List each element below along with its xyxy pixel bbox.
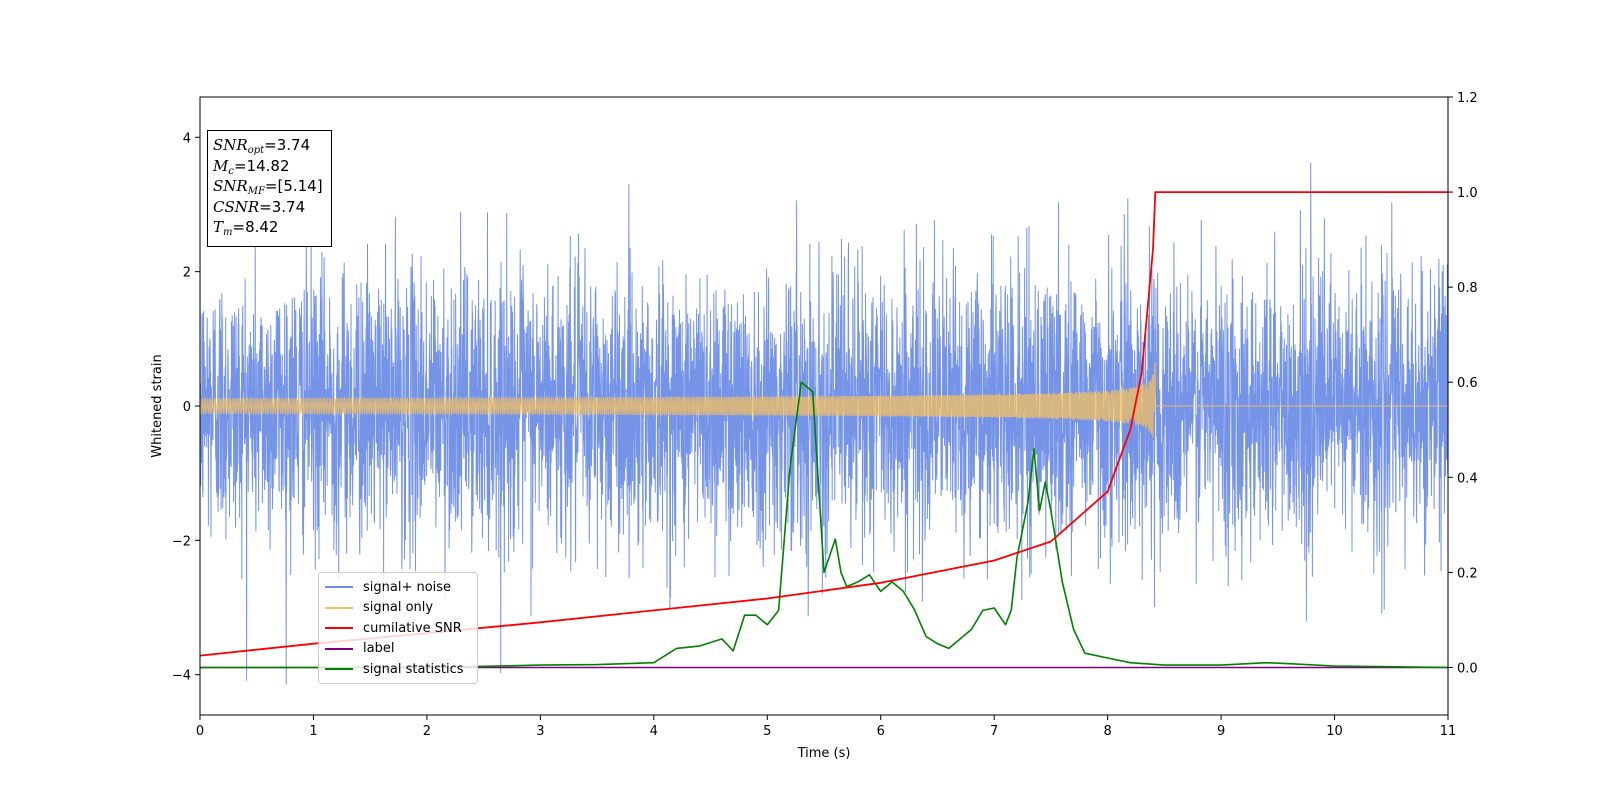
y2-tick-label: 0.4: [1457, 471, 1478, 486]
signal-only-line: [200, 362, 1448, 438]
legend-label: signal only: [363, 600, 434, 616]
legend-swatch-signal-only: [325, 606, 353, 609]
cumulative-snr-line: [200, 191, 1448, 657]
x-tick-label: 3: [536, 724, 544, 739]
x-tick-label: 1: [309, 724, 317, 739]
annotation-tm: Tm=8.42: [213, 218, 279, 238]
y-tick-label: 4: [183, 131, 191, 146]
signal-noise-line: [200, 162, 1448, 685]
y2-tick-label: 0.6: [1457, 376, 1478, 391]
series-signal-statistics: [200, 381, 1448, 669]
legend-label: signal+ noise: [363, 579, 452, 595]
legend-label: label: [363, 641, 395, 657]
legend-item-signal-noise: signal+ noise: [325, 577, 471, 598]
legend-item-signal-statistics: signal statistics: [325, 659, 471, 680]
y2-tick-label: 0.8: [1457, 281, 1478, 296]
x-axis: 0 1 2 3 4 5 6 7 8 9 10 11: [196, 715, 1456, 739]
x-tick-label: 11: [1440, 724, 1457, 739]
legend-label: signal statistics: [363, 661, 464, 677]
legend-swatch-label: [325, 647, 353, 650]
x-tick-label: 4: [650, 724, 658, 739]
legend-label: cumilative SNR: [363, 620, 462, 636]
annotation-snr-opt: SNRopt=3.74: [213, 136, 311, 156]
y2-tick-label: 1.0: [1457, 186, 1478, 201]
legend-item-label: label: [325, 639, 471, 660]
legend-swatch-signal-statistics: [325, 668, 353, 671]
x-tick-label: 5: [763, 724, 771, 739]
y-axis-right: 0.0 0.2 0.4 0.6 0.8 1.0 1.2: [1448, 91, 1478, 676]
annotation-snr-mf: SNRMF=[5.14]: [213, 177, 323, 197]
legend-item-cumulative-snr: cumilative SNR: [325, 618, 471, 639]
x-tick-label: 0: [196, 724, 204, 739]
series-signal-only: [200, 362, 1448, 438]
legend: signal+ noise signal only cumilative SNR…: [318, 572, 478, 684]
legend-swatch-signal-noise: [325, 586, 353, 589]
y2-tick-label: 1.2: [1457, 91, 1478, 106]
y-tick-label: 2: [183, 266, 191, 281]
x-tick-label: 2: [423, 724, 431, 739]
x-tick-label: 6: [877, 724, 885, 739]
annotation-box: SNRopt=3.74 Mc=14.82 SNRMF=[5.14] CSNR=3…: [207, 130, 332, 247]
x-tick-label: 7: [990, 724, 998, 739]
y-tick-label: 0: [183, 400, 191, 415]
x-tick-label: 8: [1103, 724, 1111, 739]
x-tick-label: 10: [1326, 724, 1343, 739]
y-tick-label: −2: [172, 534, 191, 549]
annotation-mc: Mc=14.82: [213, 156, 290, 177]
x-axis-label: Time (s): [797, 746, 851, 761]
y2-tick-label: 0.2: [1457, 566, 1478, 581]
legend-item-signal-only: signal only: [325, 598, 471, 619]
y2-tick-label: 0.0: [1457, 661, 1478, 676]
y-axis-left: −4 −2 0 2 4: [172, 131, 200, 684]
y-tick-label: −4: [172, 669, 191, 684]
annotation-csnr: CSNR=3.74: [213, 197, 306, 216]
legend-swatch-cumulative-snr: [325, 627, 353, 630]
y-axis-label: Whitened strain: [150, 354, 165, 457]
signal-statistics-line: [200, 381, 1448, 669]
series-cumulative-snr: [200, 191, 1448, 657]
x-tick-label: 9: [1217, 724, 1225, 739]
series-signal-noise: [200, 162, 1448, 685]
